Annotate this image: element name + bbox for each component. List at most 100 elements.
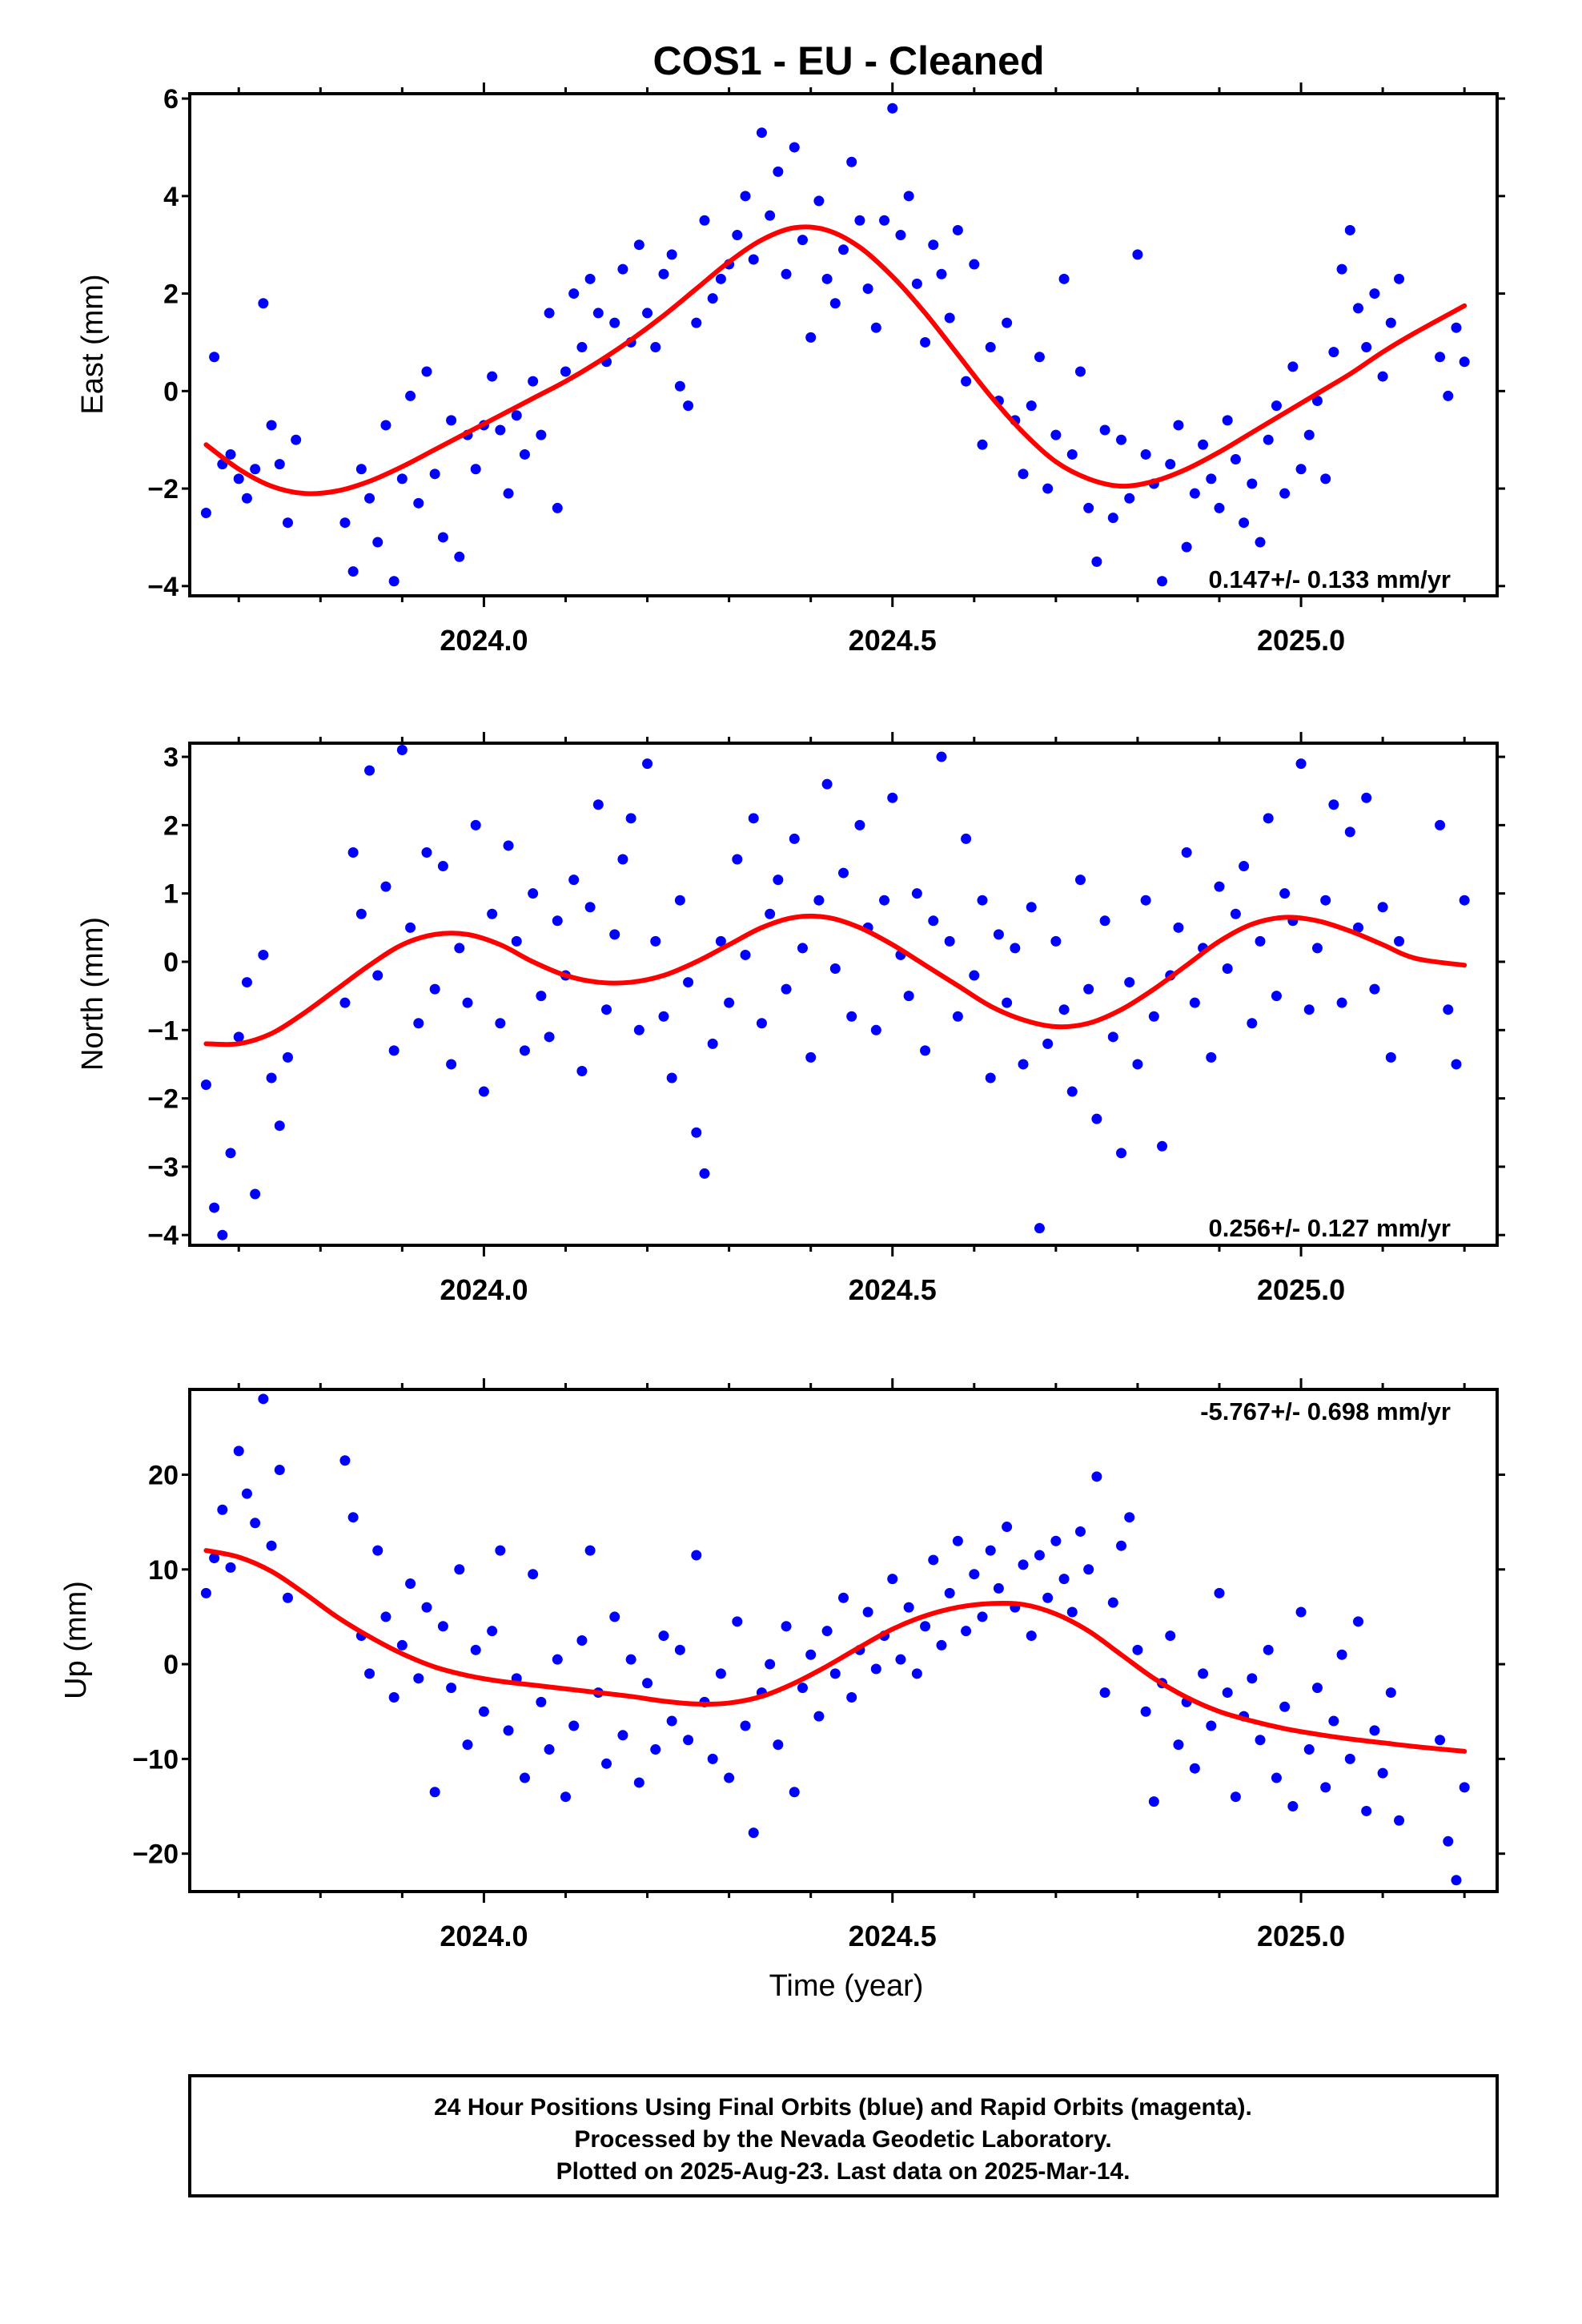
data-point [250, 1518, 261, 1529]
data-point [347, 1512, 359, 1523]
data-point [1435, 819, 1446, 830]
data-point [870, 322, 881, 333]
data-point [985, 1072, 996, 1084]
data-point [372, 537, 383, 548]
data-point [740, 949, 751, 960]
data-point [789, 142, 800, 153]
y-axis-label: North (mm) [76, 917, 110, 1071]
data-point [617, 1730, 628, 1741]
data-point [1091, 1113, 1102, 1124]
data-point [1042, 1592, 1054, 1603]
data-point [1074, 1526, 1086, 1537]
data-point [1018, 1559, 1029, 1570]
data-point [536, 1696, 547, 1707]
data-point [732, 854, 743, 865]
data-point [470, 464, 481, 475]
data-point [519, 448, 530, 460]
data-point [658, 1630, 669, 1642]
data-point [944, 312, 955, 324]
data-point [609, 1611, 620, 1622]
data-point [1295, 1606, 1307, 1618]
data-point [625, 813, 636, 824]
y-tick-label: 2 [163, 279, 179, 310]
data-point [805, 332, 817, 343]
data-point [928, 915, 939, 927]
data-point [683, 400, 694, 412]
data-point [1394, 273, 1405, 284]
data-point [1255, 1735, 1266, 1746]
data-point [1165, 459, 1176, 470]
data-point [470, 819, 481, 830]
data-point [961, 1626, 972, 1637]
east-panel: East (mm) 0.147+/- 0.133 mm/yr −4 −2 0 2 4 6 2… [76, 82, 1505, 657]
data-point [1002, 317, 1013, 328]
data-point [1189, 997, 1200, 1008]
plot-frame [188, 1388, 1499, 1893]
data-point [1303, 1744, 1315, 1755]
data-point [536, 429, 547, 440]
data-point [813, 195, 825, 207]
data-point [503, 1725, 514, 1736]
data-point [748, 813, 759, 824]
data-point [1451, 1875, 1462, 1886]
data-point [911, 888, 922, 899]
data-point [1165, 1630, 1176, 1642]
data-point [1385, 317, 1396, 328]
data-point [1050, 1535, 1062, 1546]
data-point [765, 1659, 776, 1670]
data-point [233, 1031, 244, 1043]
data-point [1132, 1644, 1143, 1655]
data-point [666, 249, 677, 260]
data-point [1320, 473, 1331, 485]
data-point [870, 1024, 881, 1035]
data-point [1303, 1004, 1315, 1015]
data-point [1328, 347, 1339, 358]
footer-box: 24 Hour Positions Using Final Orbits (bl… [188, 2074, 1499, 2197]
data-point [258, 298, 269, 309]
data-point [250, 1188, 261, 1200]
data-point [495, 424, 506, 436]
data-point [1132, 249, 1143, 260]
data-point [903, 191, 914, 202]
data-point [503, 488, 514, 499]
data-point [642, 308, 653, 319]
y-axis-label: East (mm) [76, 274, 110, 414]
data-point [568, 875, 580, 886]
data-point [1074, 875, 1086, 886]
data-point [1066, 1086, 1078, 1097]
data-point [1058, 1574, 1070, 1585]
x-tick-label: 2024.0 [440, 624, 528, 657]
data-point [601, 1758, 612, 1769]
data-point [1018, 1059, 1029, 1070]
data-point [666, 1072, 677, 1084]
data-point [552, 915, 563, 927]
y-tick-label: 6 [163, 84, 179, 115]
data-point [1107, 1031, 1118, 1043]
data-point [1443, 1004, 1454, 1015]
data-point [1066, 448, 1078, 460]
data-point [715, 273, 726, 284]
data-point [683, 977, 694, 988]
data-point [1083, 502, 1094, 513]
data-point [560, 366, 571, 377]
data-point [380, 881, 391, 892]
plot-frame [188, 742, 1499, 1247]
y-tick-label: −1 [147, 1015, 179, 1046]
data-point [241, 977, 252, 988]
footer-line-2: Processed by the Nevada Geodetic Laborat… [574, 2126, 1111, 2153]
data-point [920, 1045, 931, 1056]
y-tick-label: −10 [132, 1744, 179, 1775]
data-point [879, 215, 890, 226]
data-point [756, 127, 767, 139]
data-point [1214, 1587, 1225, 1598]
data-point [437, 861, 448, 872]
data-point [952, 1535, 963, 1546]
y-tick-label: 0 [163, 1650, 179, 1680]
data-point [274, 459, 285, 470]
data-point [1255, 537, 1266, 548]
data-point [854, 215, 865, 226]
data-point [781, 983, 792, 995]
data-point [617, 263, 628, 275]
data-point [1107, 1597, 1118, 1608]
data-point [969, 259, 980, 270]
